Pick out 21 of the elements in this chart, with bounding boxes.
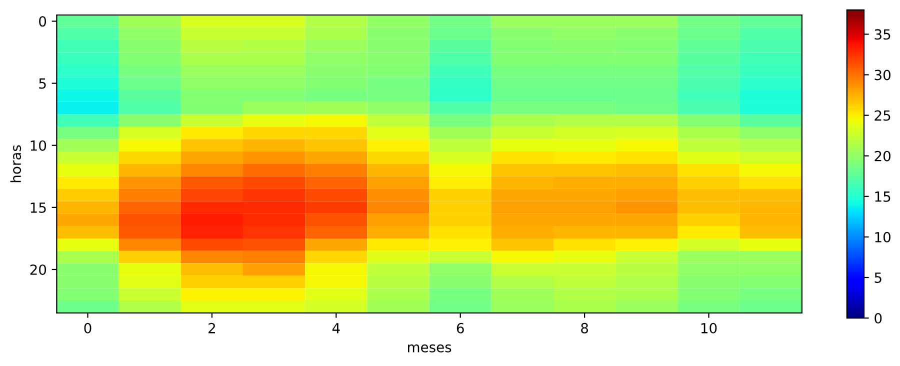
y-tick-label: 10 [30, 140, 46, 151]
x-tick-label: 4 [332, 323, 340, 334]
x-tick-label: 8 [581, 322, 588, 334]
y-axis-title: horas [10, 145, 22, 182]
color-bar-label: 10 [875, 232, 890, 242]
color-bar-label: 0 [874, 313, 882, 324]
color-bar-label: 35 [874, 29, 890, 40]
x-tick-label: 6 [456, 322, 464, 334]
x-tick-label: 10 [701, 322, 717, 334]
color-bar-label: 15 [875, 192, 890, 202]
color-bar-label: 20 [874, 150, 890, 162]
color-bar-label: 25 [874, 110, 890, 121]
y-tick-label: 15 [30, 202, 46, 213]
x-axis-title: meses [408, 344, 452, 352]
x-tick-label: 0 [84, 322, 92, 334]
y-tick-label: 5 [39, 78, 46, 89]
color-bar-label: 5 [874, 272, 882, 283]
y-tick-label: 20 [30, 264, 46, 275]
color-bar-label: 30 [874, 70, 890, 80]
x-tick-label: 2 [208, 322, 215, 334]
y-tick-label: 0 [39, 16, 46, 27]
